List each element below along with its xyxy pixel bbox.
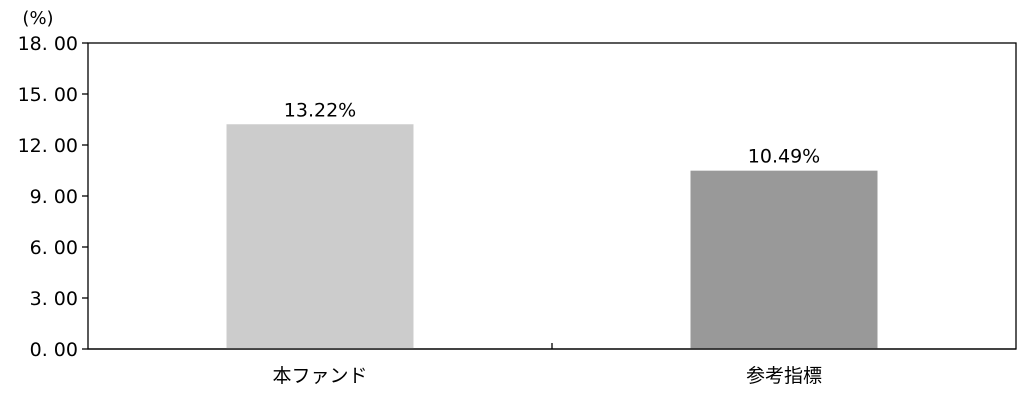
x-category-label: 参考指標: [746, 365, 822, 387]
y-tick-label: 3. 00: [30, 288, 78, 310]
y-tick-label: 12. 00: [18, 135, 78, 157]
y-tick-label: 0. 00: [30, 339, 78, 361]
y-tick-label: 18. 00: [18, 33, 78, 55]
y-tick-label: 6. 00: [30, 237, 78, 259]
bar: [690, 170, 878, 349]
y-tick-label: 15. 00: [18, 84, 78, 106]
bar-data-label: 10.49%: [748, 146, 820, 168]
bar: [226, 124, 414, 349]
y-tick-label: 9. 00: [30, 186, 78, 208]
x-category-label: 本ファンド: [272, 365, 367, 387]
y-axis-unit-label: (%): [22, 8, 53, 29]
bar-data-label: 13.22%: [284, 99, 356, 121]
plot-area: 0. 00 3. 00 6. 00 9. 00 12. 00 15. 00 18. 00 13…: [18, 33, 1017, 387]
